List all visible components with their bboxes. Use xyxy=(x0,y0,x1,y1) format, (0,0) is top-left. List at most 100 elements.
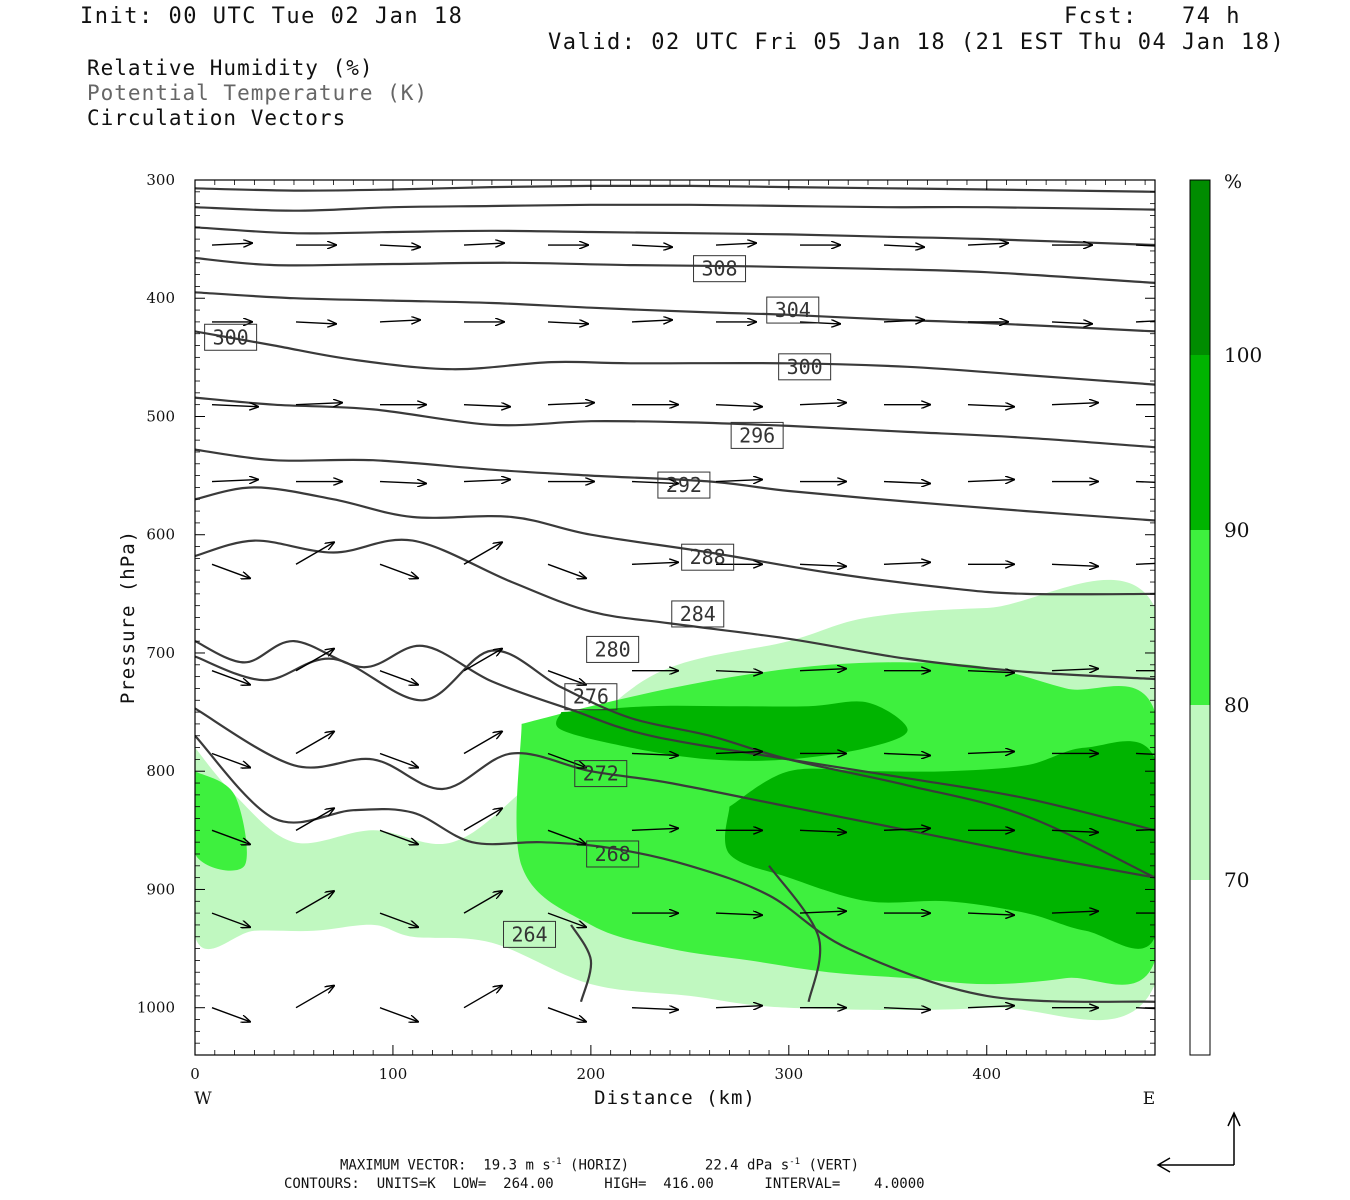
vector-arrow xyxy=(1135,244,1155,247)
vector-arrow xyxy=(715,1006,762,1008)
y-tick-label: 900 xyxy=(146,880,175,898)
vector-arrow xyxy=(1135,752,1155,756)
colorbar-label: 70 xyxy=(1224,868,1249,892)
contour-label-box xyxy=(766,296,820,324)
vector-arrow xyxy=(715,243,756,245)
vector-arrow xyxy=(379,670,418,685)
colorbar-segment xyxy=(1190,180,1210,355)
colorbar-segment xyxy=(1190,880,1210,1055)
contours-info: CONTOURS: UNITS=K LOW= 264.00 HIGH= 416.… xyxy=(284,1176,925,1192)
axis-layer: 300 400 500 600 700 800 900 1000 0 100 200 300 400 xyxy=(137,171,1155,1083)
isentrope-line xyxy=(195,649,1155,879)
vector-arrow xyxy=(211,405,258,407)
isentrope-line xyxy=(195,203,1155,212)
contour-label: 300 xyxy=(204,323,258,351)
vector-arrow xyxy=(547,912,586,927)
max-vector-horiz-exponent: -1 xyxy=(550,1157,562,1167)
contour-label-box xyxy=(693,255,747,283)
colorbar-frame xyxy=(1189,179,1211,1056)
y-tick-label: 400 xyxy=(146,289,175,307)
isentrope-line xyxy=(195,226,1155,247)
vector-arrow xyxy=(379,829,418,844)
vector-arrow xyxy=(1051,669,1098,671)
forecast-hour: Fcst: 74 h xyxy=(1064,4,1241,29)
colorbar-segment xyxy=(1190,530,1210,705)
vector-arrow xyxy=(211,829,250,844)
contour-label-value: 300 xyxy=(787,355,823,379)
vector-arrow xyxy=(799,403,846,405)
colorbar-segment xyxy=(1190,355,1210,530)
contour-label: 288 xyxy=(681,543,735,571)
y-tick-label: 300 xyxy=(146,171,175,189)
max-vector-vert-tag: (VERT) xyxy=(808,1157,860,1174)
vector-arrow xyxy=(463,480,510,482)
vector-arrow xyxy=(967,243,1008,245)
contour-label-box xyxy=(564,683,618,711)
vector-arrow xyxy=(631,245,672,247)
x-tick-label: 200 xyxy=(577,1065,606,1083)
vector-arrow xyxy=(379,1007,418,1022)
colorbar-label: 90 xyxy=(1224,518,1249,542)
vector-arrow xyxy=(715,913,762,915)
contour-label-value: 284 xyxy=(680,602,716,626)
y-tick-label: 500 xyxy=(146,407,175,425)
vector-arrow xyxy=(1135,320,1155,323)
contour-label-box xyxy=(586,635,640,663)
contour-label: 284 xyxy=(671,600,725,628)
vector-arrow xyxy=(547,752,586,767)
vector-arrow xyxy=(715,671,762,673)
contour-label-box xyxy=(574,760,628,788)
isentrope-line xyxy=(195,538,1155,681)
isentrope-line xyxy=(768,865,822,1003)
max-vector-horiz-tag: (HORIZ) xyxy=(570,1157,630,1174)
vector-arrow xyxy=(463,405,510,407)
contour-label-value: 280 xyxy=(595,637,631,661)
vector-arrow xyxy=(1051,322,1092,324)
colorbar-label: 100 xyxy=(1224,343,1262,367)
contour-label-value: 272 xyxy=(583,762,619,786)
contour-label-box xyxy=(681,543,735,571)
rh-region-90 xyxy=(556,701,908,761)
vector-arrow xyxy=(295,891,334,914)
vector-arrow xyxy=(967,405,1014,407)
vector-arrow xyxy=(799,322,840,324)
contour-label-value: 288 xyxy=(690,545,726,569)
vector-arrow xyxy=(295,808,334,831)
isentrope-line xyxy=(195,184,1155,193)
contour-label-value: 296 xyxy=(739,423,775,447)
vector-arrow xyxy=(547,563,586,578)
vector-arrow xyxy=(295,542,334,565)
vector-arrow xyxy=(967,1006,1014,1008)
y-tick-label: 800 xyxy=(146,762,175,780)
legend-vectors: Circulation Vectors xyxy=(87,106,347,130)
vector-arrow xyxy=(295,403,342,405)
init-time: Init: 00 UTC Tue 02 Jan 18 xyxy=(80,4,464,29)
y-tick-label: 1000 xyxy=(137,999,175,1017)
vector-arrow xyxy=(463,542,502,565)
vector-arrow xyxy=(967,671,1014,673)
contour-label-box xyxy=(778,353,832,381)
x-tick-label: 400 xyxy=(972,1065,1001,1083)
isentrope-line xyxy=(195,734,1155,1003)
vector-arrow xyxy=(631,828,678,830)
humidity-fill-layer xyxy=(195,579,1155,1021)
contour-label-box xyxy=(503,920,557,948)
rh-region-80 xyxy=(195,771,247,871)
contour-label-value: 276 xyxy=(573,685,609,709)
vector-arrow xyxy=(1135,562,1155,565)
rh-region-90 xyxy=(725,741,1155,949)
vector-arrow xyxy=(463,808,502,831)
vector-arrow xyxy=(715,751,762,753)
contour-label-value: 268 xyxy=(595,842,631,866)
max-vector-line: MAXIMUM VECTOR: 19.3 m s-1 (HORIZ) 22.4 … xyxy=(340,1157,859,1174)
vector-arrow xyxy=(463,986,502,1009)
contour-label: 300 xyxy=(778,353,832,381)
x-axis-title: Distance (km) xyxy=(594,1087,756,1109)
vector-arrow xyxy=(1051,564,1098,566)
max-vector-label: MAXIMUM VECTOR: xyxy=(340,1157,467,1174)
contour-label: 304 xyxy=(766,296,820,324)
vector-arrow xyxy=(631,753,678,755)
vector-arrow xyxy=(295,322,336,324)
y-tick-label: 600 xyxy=(146,526,175,544)
